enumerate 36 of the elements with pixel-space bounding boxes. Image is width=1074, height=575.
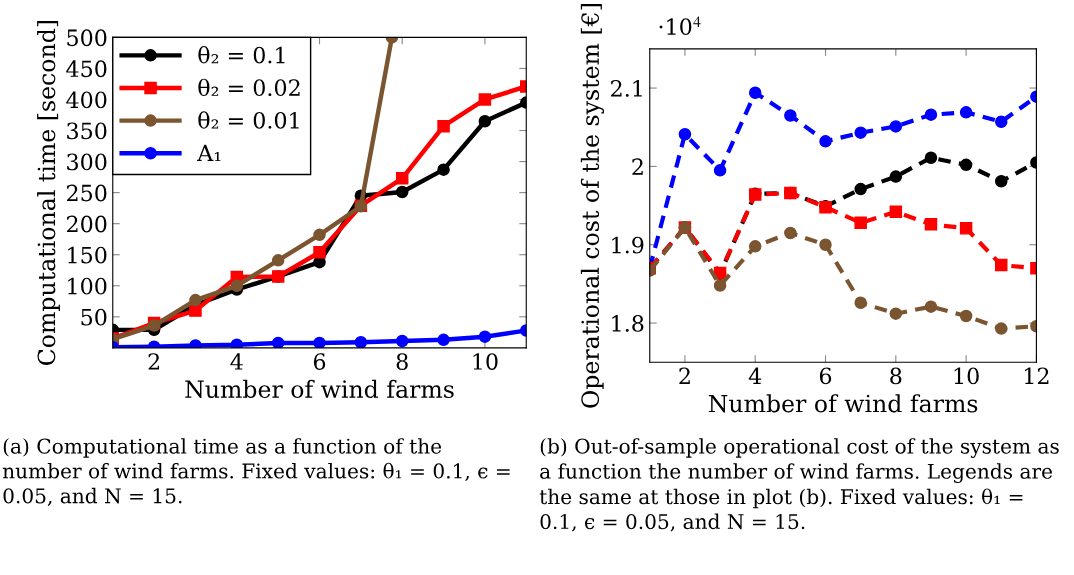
y-tick-label: 150 (68, 246, 107, 264)
text: ·10$^{4}$ (659, 16, 701, 36)
x-tick-label: 8 (396, 353, 408, 370)
x-tick-label: 2 (148, 353, 160, 370)
x-tick-label: 12 (1024, 367, 1049, 384)
text: (b) Out-of-sample operational cost of the system as a function the number of wind farms. Legends are the same at those in plot (b). Fixed values: θ₁ = 0.1, ϵ = 0.05, and N = 15. (539, 438, 1059, 532)
y-tick-label: 50 (81, 308, 107, 326)
text: (a) Computational time as a function of the number of wind farms. Fixed values: θ₁ = 0.1, ϵ = 0.05, and N = 15. (2, 438, 510, 506)
x-tick-label: 2 (679, 367, 690, 384)
y-tick-label: 350 (67, 122, 107, 140)
legend-label: A₁ (197, 144, 221, 162)
x-tick-label: 4 (748, 367, 762, 384)
y-axis-title: Computational time [second] (37, 20, 60, 365)
x-tick-label: 10 (954, 367, 979, 385)
y-tick-label: 300 (67, 153, 107, 171)
y-tick-label: 1.8 (612, 315, 644, 332)
x-axis-title: Number of wind farms (185, 379, 454, 399)
x-tick-label: 10 (473, 353, 498, 370)
legend-label: θ₂ = 0.01 (198, 111, 299, 129)
y-tick-label: 450 (66, 60, 107, 78)
y-tick-label: 100 (68, 277, 107, 295)
y-tick-label: 200 (67, 215, 107, 233)
y-tick-label: 2.1 (611, 80, 642, 97)
x-tick-label: 6 (819, 367, 832, 385)
y-axis-title: Operational cost of the system [€] (580, 4, 605, 408)
y-tick-label: 2 (632, 158, 643, 175)
x-tick-label: 6 (313, 353, 326, 370)
y-tick-label: 250 (67, 184, 107, 202)
legend-label: θ₂ = 0.02 (198, 78, 300, 97)
x-tick-label: 4 (230, 353, 243, 370)
x-tick-label: 8 (890, 367, 902, 385)
legend-label: θ₂ = 0.1 (198, 46, 285, 64)
y-tick-label: 400 (66, 91, 107, 109)
x-axis-title: Number of wind farms (708, 394, 978, 413)
y-tick-label: 500 (67, 29, 107, 47)
y-tick-label: 1.9 (612, 236, 644, 254)
